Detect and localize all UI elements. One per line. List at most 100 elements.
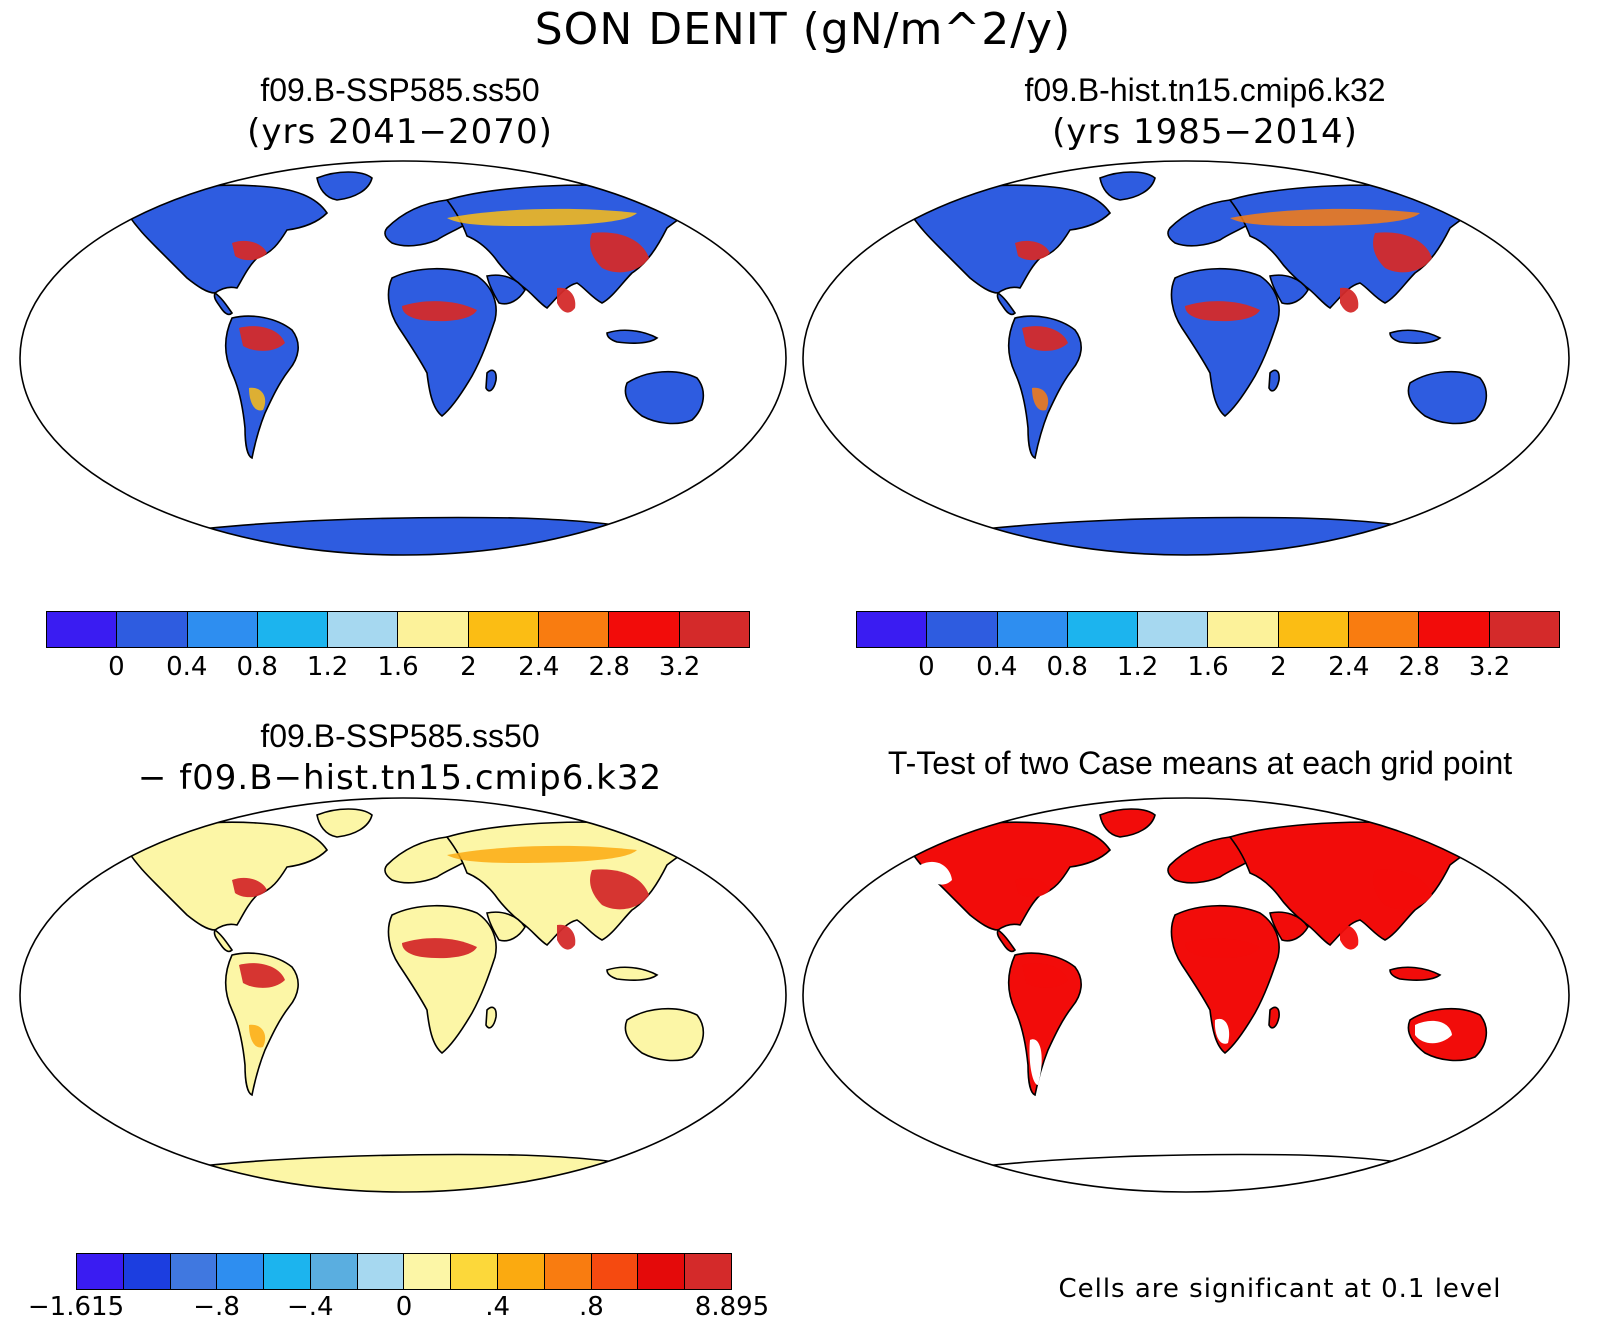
colorbar-swatch xyxy=(357,1254,405,1289)
colorbar-swatch xyxy=(591,1254,639,1289)
landmass-australia xyxy=(624,370,705,425)
landmass-greenland xyxy=(1099,171,1156,201)
panel-tl-title: f09.B-SSP585.ss50 xyxy=(260,72,540,108)
colorbar-tick-label: 8.895 xyxy=(694,1292,770,1322)
field-region-africa-sahel xyxy=(1185,938,1260,959)
field-region-east-asia xyxy=(1373,232,1432,273)
colorbar-tick-label: 2.8 xyxy=(588,652,630,682)
colorbar-tick-label: −.8 xyxy=(193,1292,240,1322)
colorbar-difference xyxy=(76,1253,732,1290)
field-region-east-asia xyxy=(1373,869,1432,910)
colorbar-swatch xyxy=(310,1254,358,1289)
colorbar-swatch xyxy=(609,612,680,647)
landmass-south-america xyxy=(1007,315,1082,460)
colorbar-historical xyxy=(856,611,1560,648)
field-region-amazon xyxy=(239,963,285,988)
landmass-arabia xyxy=(1269,911,1309,942)
map-frame xyxy=(802,160,1570,556)
map-frame xyxy=(19,160,787,556)
field-region-africa-sahel xyxy=(402,938,477,959)
field-region-south-america-south xyxy=(249,1024,266,1048)
field-region-india xyxy=(1340,287,1359,313)
landmass-africa xyxy=(387,267,497,418)
colorbar-swatch xyxy=(398,612,469,647)
colorbar-tick-label: 1.2 xyxy=(1116,652,1159,682)
colorbar-tick-label: 2.8 xyxy=(1398,652,1440,682)
landmass-se-asia-islands xyxy=(606,329,659,344)
colorbar-tick-label: 0 xyxy=(395,1292,413,1322)
colorbar-tick-label: .8 xyxy=(579,1292,604,1322)
landmass-australia xyxy=(1407,370,1488,425)
nonsignificant-region-australia-west xyxy=(1415,1020,1452,1044)
colorbar-swatch xyxy=(1419,612,1490,647)
colorbar-swatch xyxy=(257,612,329,647)
landmass-madagascar xyxy=(1268,369,1280,392)
field-region-amazon xyxy=(1022,326,1068,351)
colorbar-swatch xyxy=(123,1254,171,1289)
nonsignificant-region-south-america-south xyxy=(1029,1039,1042,1085)
map-difference xyxy=(19,797,787,1193)
colorbar-swatch xyxy=(927,612,998,647)
field-region-south-america-south xyxy=(1032,387,1049,411)
colorbar-tick-label: 0.4 xyxy=(976,652,1018,682)
colorbar-swatch xyxy=(1489,612,1559,647)
colorbar-tick-label: 3.2 xyxy=(1468,652,1511,682)
significance-note: Cells are significant at 0.1 level xyxy=(1058,1274,1502,1304)
landmass-north-america xyxy=(908,184,1112,294)
colorbar-swatch xyxy=(1067,612,1139,647)
colorbar-swatch xyxy=(679,612,749,647)
landmass-arabia xyxy=(486,911,526,942)
landmass-africa xyxy=(1170,267,1280,418)
colorbar-tick-label: 2 xyxy=(460,652,477,682)
colorbar-tick-label: 2.4 xyxy=(518,652,560,682)
landmass-europe xyxy=(384,835,474,884)
colorbar-tick-label: .4 xyxy=(485,1292,511,1322)
landmass-arabia xyxy=(1269,274,1309,305)
field-region-india xyxy=(1340,924,1359,950)
colorbar-swatch xyxy=(539,612,610,647)
colorbar-swatch xyxy=(404,1254,452,1289)
field-region-north-america-east xyxy=(232,877,267,898)
colorbar-tick-label: 1.6 xyxy=(377,652,419,682)
landmass-central-america xyxy=(213,291,234,316)
colorbar-tick-label: 0.8 xyxy=(1046,652,1088,682)
field-region-europe-band xyxy=(1230,208,1420,226)
landmass-south-america xyxy=(224,952,299,1097)
nonsignificant-region-south-africa xyxy=(1214,1018,1230,1044)
landmass-north-america xyxy=(125,821,329,931)
nonsignificant-region-north-america-west xyxy=(920,861,952,885)
landmass-central-america xyxy=(213,928,234,953)
field-region-amazon xyxy=(1022,963,1068,988)
field-region-north-america-east xyxy=(232,240,267,261)
colorbar-tick-label: 2.4 xyxy=(1328,652,1370,682)
colorbar-swatch xyxy=(77,1254,124,1289)
field-region-india xyxy=(557,287,576,313)
colorbar-swatch xyxy=(1208,612,1279,647)
landmass-europe xyxy=(384,198,474,247)
landmass-central-america xyxy=(996,291,1017,316)
colorbar-tick-label: 2 xyxy=(1270,652,1287,682)
landmass-south-america xyxy=(1007,952,1082,1097)
map-frame xyxy=(19,797,787,1193)
colorbar-tick-label: 3.2 xyxy=(658,652,701,682)
panel-tr-subtitle: (yrs 1985−2014) xyxy=(1052,112,1358,152)
landmass-se-asia-islands xyxy=(1389,329,1442,344)
panel-tr-title: f09.B-hist.tn15.cmip6.k32 xyxy=(1024,72,1386,108)
colorbar-swatch xyxy=(544,1254,592,1289)
colorbar-swatch xyxy=(468,612,540,647)
colorbar-swatch xyxy=(217,1254,265,1289)
field-region-east-asia xyxy=(590,232,649,273)
colorbar-swatch xyxy=(328,612,399,647)
landmass-se-asia-islands xyxy=(1389,966,1442,981)
field-region-north-america-east xyxy=(1015,240,1050,261)
landmass-madagascar xyxy=(485,1006,497,1029)
colorbar-swatch xyxy=(1349,612,1420,647)
landmass-greenland xyxy=(316,808,373,838)
colorbar-swatch xyxy=(47,612,118,647)
panel-bl-subtitle: − f09.B−hist.tn15.cmip6.k32 xyxy=(137,758,663,798)
colorbar-tick-label: 0.8 xyxy=(236,652,278,682)
landmass-north-america xyxy=(125,184,329,294)
field-region-europe-band xyxy=(447,845,637,863)
landmass-africa xyxy=(387,904,497,1055)
map-future-ssp585 xyxy=(19,160,787,556)
